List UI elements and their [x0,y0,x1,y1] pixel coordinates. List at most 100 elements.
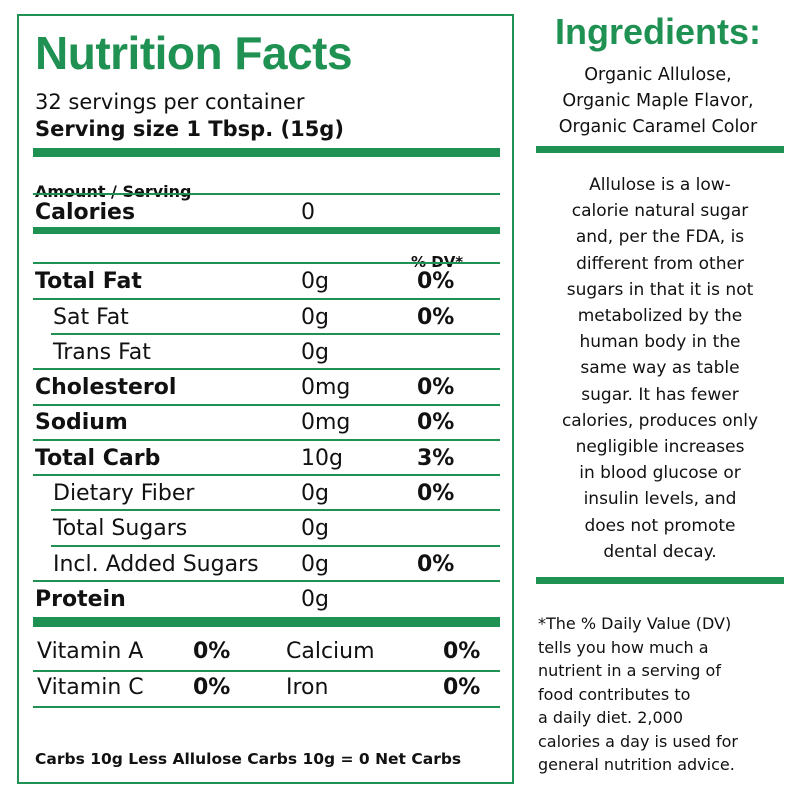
text-line: calories, produces only [561,410,759,431]
nutrient-amount: 0g [301,552,329,577]
nutrient-label: Sat Fat [53,305,129,330]
divider [33,262,500,264]
text-line: general nutrition advice. [538,755,735,774]
thick-divider [33,617,500,627]
ingredients-title: Ingredients: [554,11,761,52]
text-line: does not promote [584,515,736,536]
text-line: human body in the [579,332,741,353]
vitamin-a-dv: 0% [193,639,231,664]
description-divider [536,577,784,584]
nutrient-dv: 0% [417,552,455,577]
nutrient-amount: 0g [301,516,329,541]
divider [51,509,500,511]
nutrient-row-cholesterol: Cholesterol 0mg 0% [35,374,500,402]
nutrient-amount: 10g [301,446,343,471]
amount-per-serving-header: Amount / Serving [35,182,192,201]
divider [33,439,500,441]
iron-label: Iron [286,675,329,700]
divider [33,368,500,370]
ingredient-line: Organic Allulose, [584,65,732,85]
medium-divider [33,227,500,234]
nutrient-row-dietary-fiber: Dietary Fiber 0g 0% [35,480,500,508]
nutrient-dv: 0% [417,375,455,400]
nutrient-dv: 3% [417,446,455,471]
serving-size: Serving size 1 Tbsp. (15g) [35,117,344,141]
nutrient-row-added-sugars: Incl. Added Sugars 0g 0% [35,551,500,579]
text-line: and, per the FDA, is [575,227,745,248]
text-line: *The % Daily Value (DV) [538,614,732,633]
calcium-dv: 0% [443,639,481,664]
nutrient-dv: 0% [417,269,455,294]
text-line: nutrient in a serving of [538,661,721,680]
nutrient-row-sodium: Sodium 0mg 0% [35,409,500,437]
text-line: negligible increases [575,437,745,458]
divider [33,580,500,582]
text-line: dental decay. [603,541,717,562]
divider [33,404,500,406]
nutrient-label: Dietary Fiber [53,481,195,506]
nutrient-amount: 0mg [301,375,351,400]
nutrient-amount: 0g [301,340,329,365]
vitamin-a-label: Vitamin A [37,639,144,664]
nutrient-row-total-carb: Total Carb 10g 3% [35,445,500,473]
text-line: same way as table [580,358,740,379]
ingredients-list: Organic Allulose, Organic Maple Flavor, … [528,62,788,140]
divider [51,333,500,335]
allulose-description: Allulose is a low- calorie natural sugar… [526,172,794,565]
servings-per-container: 32 servings per container [35,90,305,114]
nutrient-row-protein: Protein 0g [35,586,500,614]
divider [33,193,500,195]
text-line: metabolized by the [577,306,743,327]
nutrient-amount: 0g [301,481,329,506]
ingredient-line: Organic Maple Flavor, [562,91,754,111]
text-line: calories a day is used for [538,731,738,751]
ingredient-line: Organic Caramel Color [558,117,758,137]
nutrition-facts-panel: Nutrition Facts 32 servings per containe… [17,14,514,784]
net-carbs-statement: Carbs 10g Less Allulose Carbs 10g = 0 Ne… [35,750,462,768]
text-line: Allulose is a low- [589,175,731,195]
nutrient-row-sat-fat: Sat Fat 0g 0% [35,304,500,332]
divider [33,706,500,708]
text-line: calorie natural sugar [571,201,749,222]
nutrient-label: Incl. Added Sugars [53,552,259,577]
ingredients-divider [536,146,784,153]
text-line: tells you how much a [538,637,709,657]
text-line: insulin levels, and [583,489,737,510]
nutrient-label: Total Fat [35,269,142,294]
vitamin-c-dv: 0% [193,675,231,700]
nutrient-amount: 0g [301,269,329,294]
text-line: sugars in that it is not [566,279,754,300]
nutrient-label: Trans Fat [53,340,151,365]
nutrient-amount: 0g [301,587,329,612]
iron-dv: 0% [443,675,481,700]
calcium-label: Calcium [286,639,375,664]
nutrient-amount: 0mg [301,410,351,435]
nutrient-row-total-fat: Total Fat 0g 0% [35,268,500,296]
calories-label: Calories [35,200,136,225]
nutrient-label: Cholesterol [35,375,177,400]
vitamin-c-label: Vitamin C [37,675,144,700]
nutrient-row-trans-fat: Trans Fat 0g [35,339,500,367]
text-line: a daily diet. 2,000 [538,708,683,727]
text-line: sugar. It has fewer [581,384,739,405]
text-line: food contributes to [538,684,691,704]
nutrient-amount: 0g [301,305,329,330]
divider [33,670,500,672]
text-line: in blood glucose or [579,463,741,484]
thick-divider [33,148,500,157]
nutrient-label: Protein [35,587,126,612]
nutrient-label: Total Sugars [53,516,188,541]
nutrient-row-total-sugars: Total Sugars 0g [35,515,500,543]
nutrient-dv: 0% [417,481,455,506]
divider [33,474,500,476]
nutrient-dv: 0% [417,410,455,435]
calories-row: Calories 0 [35,199,500,227]
nutrient-label: Total Carb [35,446,161,471]
nutrient-dv: 0% [417,305,455,330]
calories-value: 0 [301,200,315,225]
divider [33,298,500,300]
divider [51,545,500,547]
text-line: different from other [576,253,744,274]
nutrition-facts-title: Nutrition Facts [35,27,353,79]
nutrient-label: Sodium [35,410,128,435]
